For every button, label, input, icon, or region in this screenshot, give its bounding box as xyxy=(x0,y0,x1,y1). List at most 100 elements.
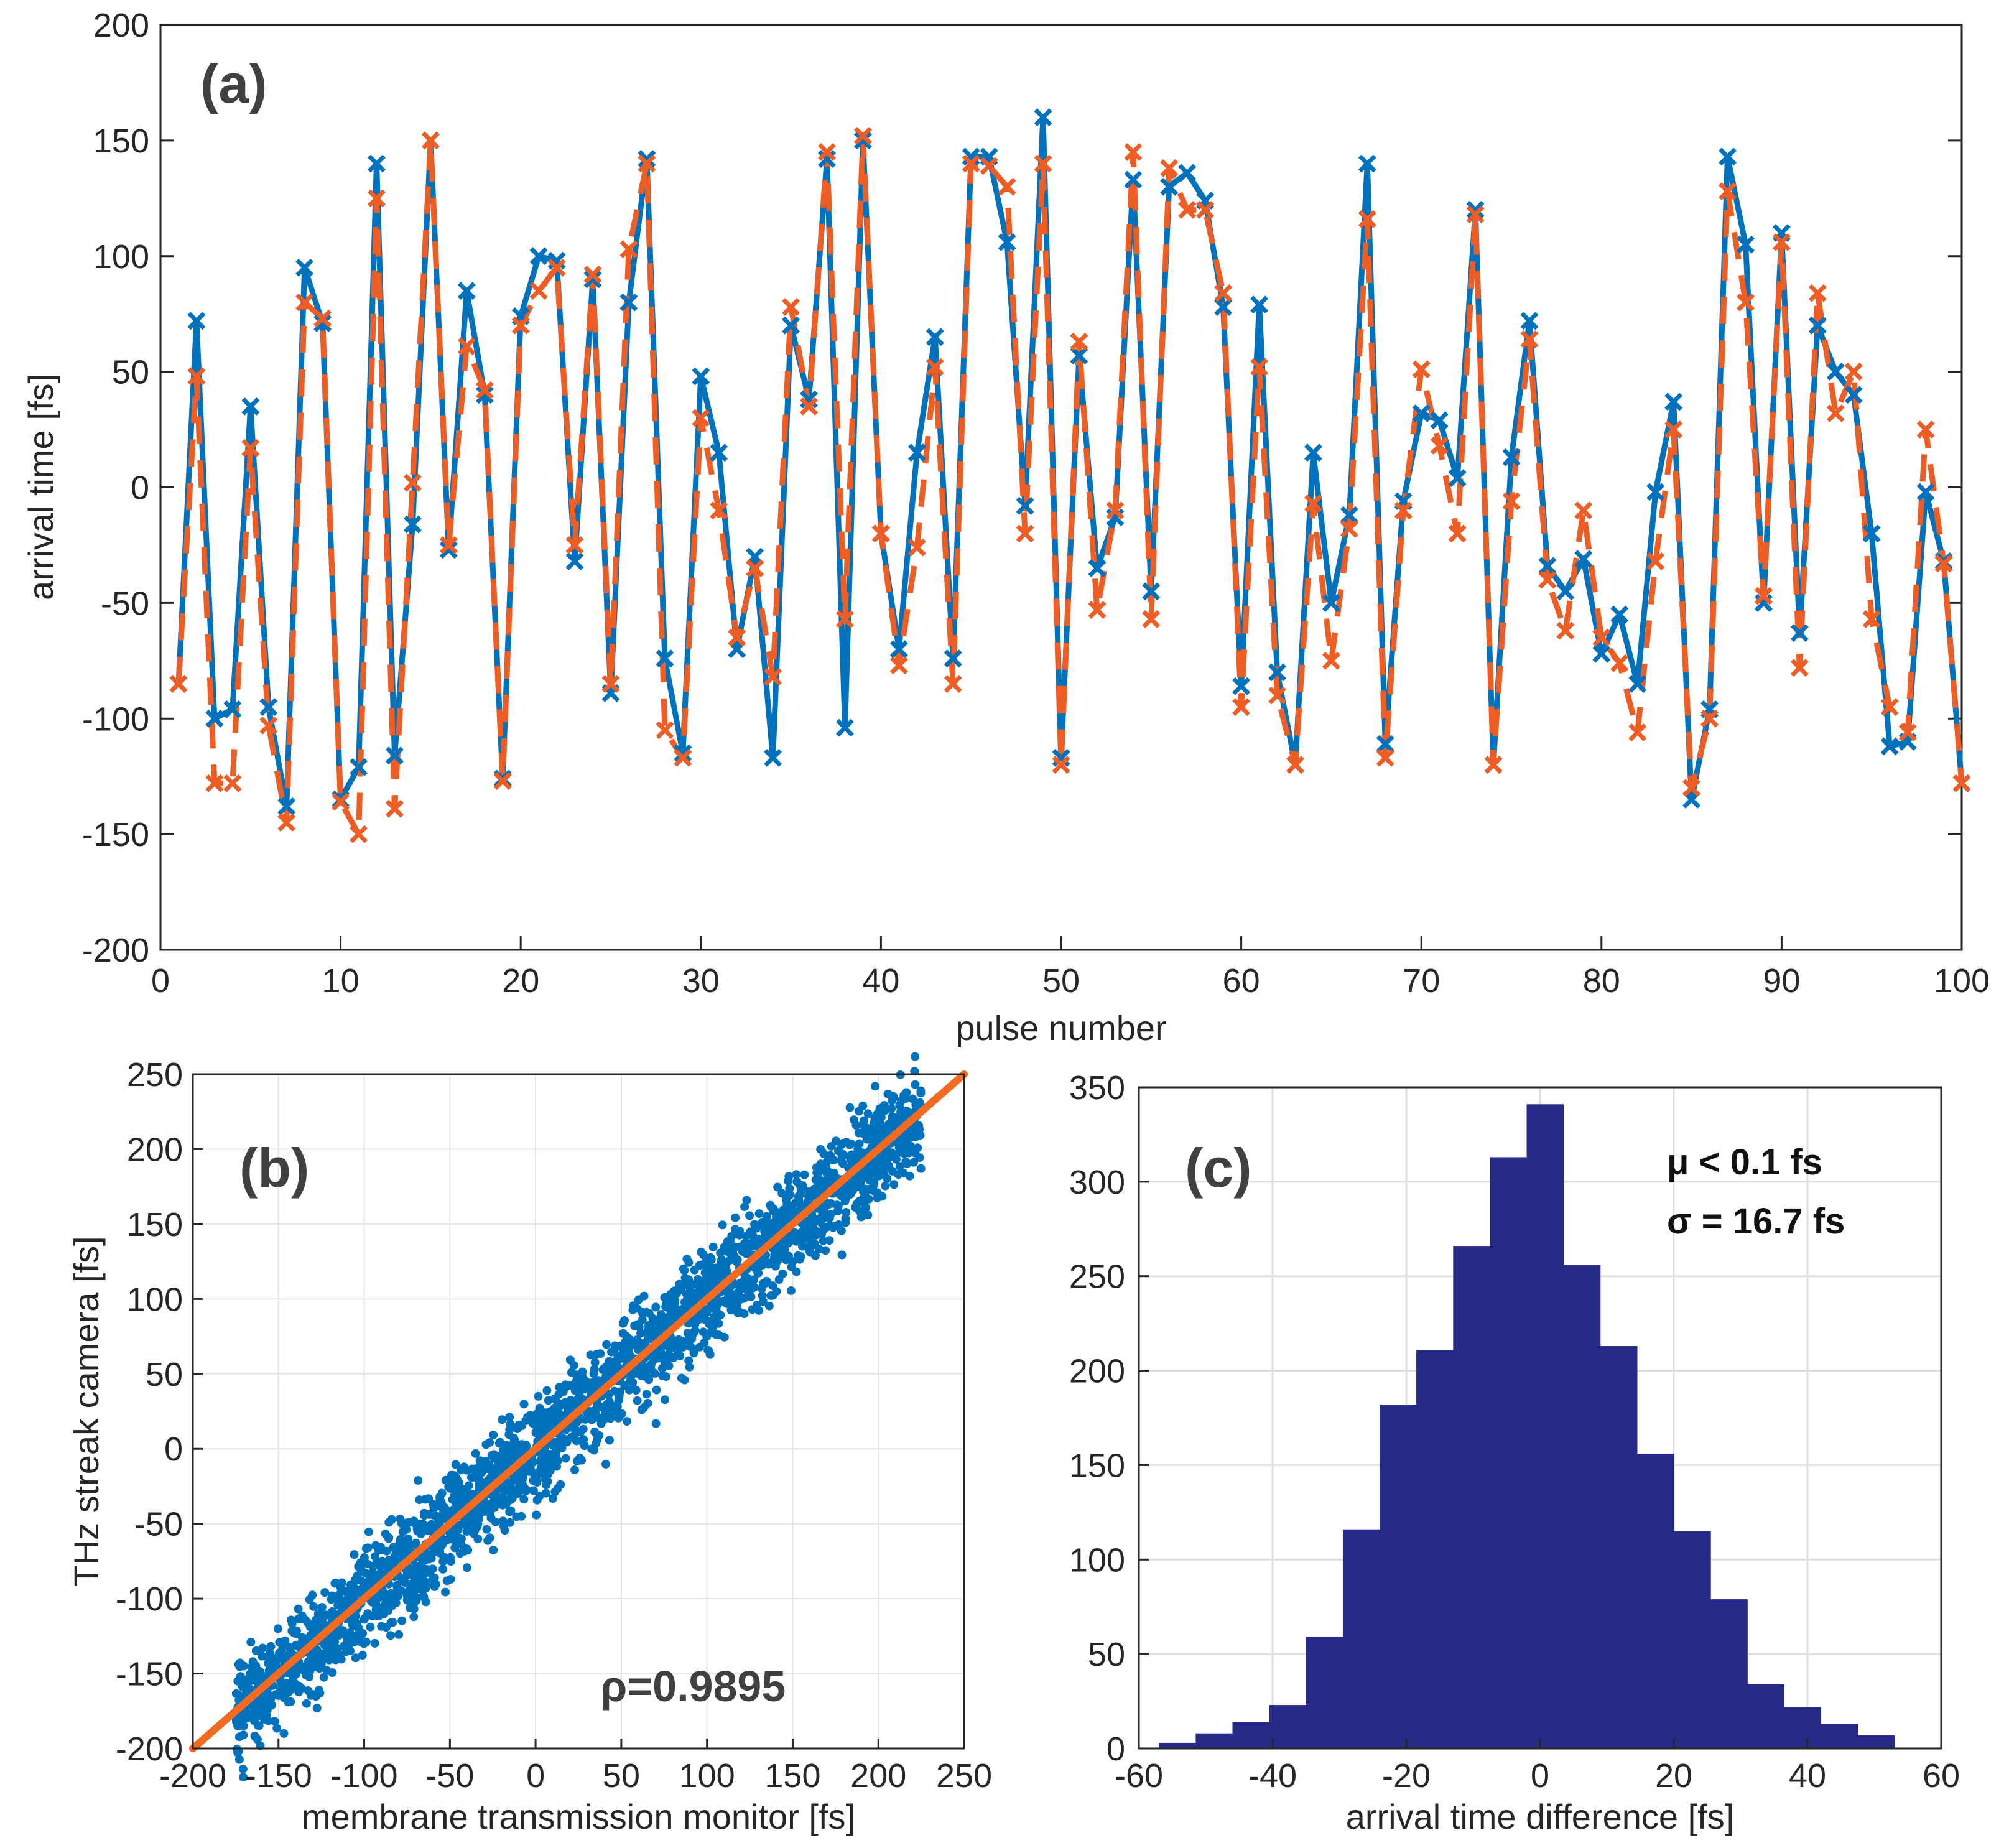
panel-b-scatter-point xyxy=(620,1316,629,1325)
panel-b-scatter-point xyxy=(335,1595,345,1605)
panel-b-xtick-label: -50 xyxy=(425,1757,474,1795)
panel-a-marker-s2 xyxy=(1502,492,1521,511)
panel-b-scatter-point xyxy=(294,1604,303,1614)
panel-b-scatter-point xyxy=(370,1638,379,1648)
panel-b-scatter-point xyxy=(306,1630,315,1640)
panel-a-marker-s2 xyxy=(313,309,332,328)
panel-b-scatter-point xyxy=(784,1210,794,1219)
panel-c-ytick-label: 250 xyxy=(1069,1258,1125,1296)
panel-a-series-line-2 xyxy=(175,132,1965,837)
panel-b-scatter-point xyxy=(916,1130,925,1140)
panel-b-scatter-point xyxy=(548,1494,557,1503)
panel-b-scatter-point xyxy=(707,1255,716,1265)
panel-a-marker-s2 xyxy=(1124,142,1143,161)
panel-b-scatter-point xyxy=(689,1349,698,1358)
panel-a-ytick-label: 150 xyxy=(93,123,149,160)
panel-c-histogram-bar xyxy=(1490,1157,1528,1748)
panel-b-scatter-point xyxy=(653,1315,662,1324)
panel-b-ytick-label: -150 xyxy=(116,1656,183,1693)
panel-b-scatter-point xyxy=(605,1436,614,1445)
panel-b-scatter-point xyxy=(384,1534,393,1543)
panel-b-scatter-point xyxy=(592,1350,601,1359)
panel-a-marker-s2 xyxy=(1934,554,1953,573)
panel-b-scatter-point xyxy=(772,1287,781,1296)
panel-a-marker-s2 xyxy=(386,799,404,818)
panel-a-marker-s1 xyxy=(368,154,386,173)
panel-b-scatter-point xyxy=(735,1242,745,1251)
panel-b-scatter-point xyxy=(690,1265,699,1275)
panel-b-scatter-point xyxy=(262,1692,272,1701)
panel-b-scatter-point xyxy=(698,1260,708,1269)
panel-b-xlabel: membrane transmission monitor [fs] xyxy=(302,1797,855,1836)
panel-a-marker-s1 xyxy=(1520,312,1539,330)
panel-b-scatter-point xyxy=(322,1610,331,1620)
panel-b-scatter-point xyxy=(313,1659,322,1668)
panel-a-marker-s2 xyxy=(853,126,872,145)
panel-b-scatter-point xyxy=(792,1267,801,1276)
panel-b-scatter-point xyxy=(769,1204,778,1214)
panel-a-marker-s2 xyxy=(1052,756,1070,774)
panel-b-scatter-point xyxy=(253,1735,262,1744)
panel-a-xtick-label: 90 xyxy=(1763,962,1800,1000)
panel-b-scatter-point xyxy=(396,1535,405,1544)
panel-b-scatter-point xyxy=(749,1283,759,1292)
panel-a-marker-s2 xyxy=(187,367,206,386)
panel-c-histogram-bar xyxy=(1416,1350,1454,1748)
panel-a-marker-s1 xyxy=(998,233,1016,251)
panel-a-marker-s2 xyxy=(1880,698,1899,717)
panel-b-scatter-point xyxy=(574,1385,583,1395)
panel-b-scatter-point xyxy=(250,1675,259,1684)
panel-b-scatter-chart: -200 -150 -100 -50 0 50 100 150 200 250 -200 -150 -1… xyxy=(67,1052,992,1836)
panel-b-scatter-point xyxy=(726,1242,735,1251)
panel-a-marker-s2 xyxy=(926,358,944,376)
panel-b-scatter-point xyxy=(622,1417,631,1426)
panel-a-marker-s1 xyxy=(313,314,332,333)
panel-b-scatter-point xyxy=(568,1423,578,1432)
panel-b-scatter-point xyxy=(325,1641,334,1650)
panel-b-scatter-point xyxy=(861,1203,871,1212)
panel-b-scatter-point xyxy=(858,1120,868,1129)
panel-b-scatter-point xyxy=(734,1287,743,1296)
panel-b-scatter-point xyxy=(415,1495,424,1505)
panel-b-scatter-point xyxy=(317,1603,327,1612)
panel-b-scatter-point xyxy=(879,1164,889,1173)
panel-b-scatter-point xyxy=(833,1146,843,1156)
panel-a-marker-s1 xyxy=(439,541,458,559)
panel-b-scatter-point xyxy=(718,1220,727,1230)
panel-b-scatter-point xyxy=(258,1707,267,1717)
panel-b-scatter-point xyxy=(628,1340,638,1349)
panel-b-scatter-point xyxy=(680,1266,689,1275)
panel-b-scatter-point xyxy=(290,1628,300,1637)
panel-a-marker-s2 xyxy=(169,675,188,693)
panel-a-marker-s1 xyxy=(1268,663,1286,682)
panel-b-scatter-point xyxy=(450,1543,460,1553)
panel-c-histogram-bar xyxy=(1380,1405,1417,1748)
panel-b-scatter-point xyxy=(893,1113,902,1122)
panel-b-scatter-point xyxy=(593,1401,602,1410)
panel-b-scatter-point xyxy=(708,1300,718,1309)
panel-b-scatter-point xyxy=(607,1347,616,1357)
panel-b-scatter-point xyxy=(380,1589,389,1599)
panel-b-scatter-point xyxy=(855,1139,864,1148)
panel-a-marker-s1 xyxy=(565,552,584,570)
panel-b-scatter-point xyxy=(845,1103,855,1112)
panel-a-marker-s1 xyxy=(1304,443,1322,462)
panel-b-scatter-point xyxy=(623,1346,632,1355)
panel-b-scatter-point xyxy=(430,1582,439,1591)
panel-b-scatter-point xyxy=(273,1624,282,1633)
panel-b-scatter-point xyxy=(736,1278,745,1288)
panel-b-scatter-point xyxy=(697,1247,706,1256)
panel-a-marker-s2 xyxy=(871,524,890,543)
panel-a-marker-s1 xyxy=(1160,177,1179,196)
panel-b-scatter-point xyxy=(457,1465,466,1475)
panel-b-scatter-point xyxy=(740,1202,749,1212)
panel-b-scatter-point xyxy=(504,1484,514,1493)
panel-a-marker-s1 xyxy=(1232,677,1251,695)
panel-b-scatter-point xyxy=(684,1258,694,1267)
panel-b-scatter-point xyxy=(662,1316,672,1325)
panel-b-scatter-point xyxy=(631,1386,641,1395)
panel-b-scatter-point xyxy=(550,1487,560,1497)
panel-b-scatter-point xyxy=(641,1338,650,1347)
panel-c-xtick-label: -40 xyxy=(1248,1757,1297,1795)
panel-a-marker-s1 xyxy=(1412,404,1431,423)
